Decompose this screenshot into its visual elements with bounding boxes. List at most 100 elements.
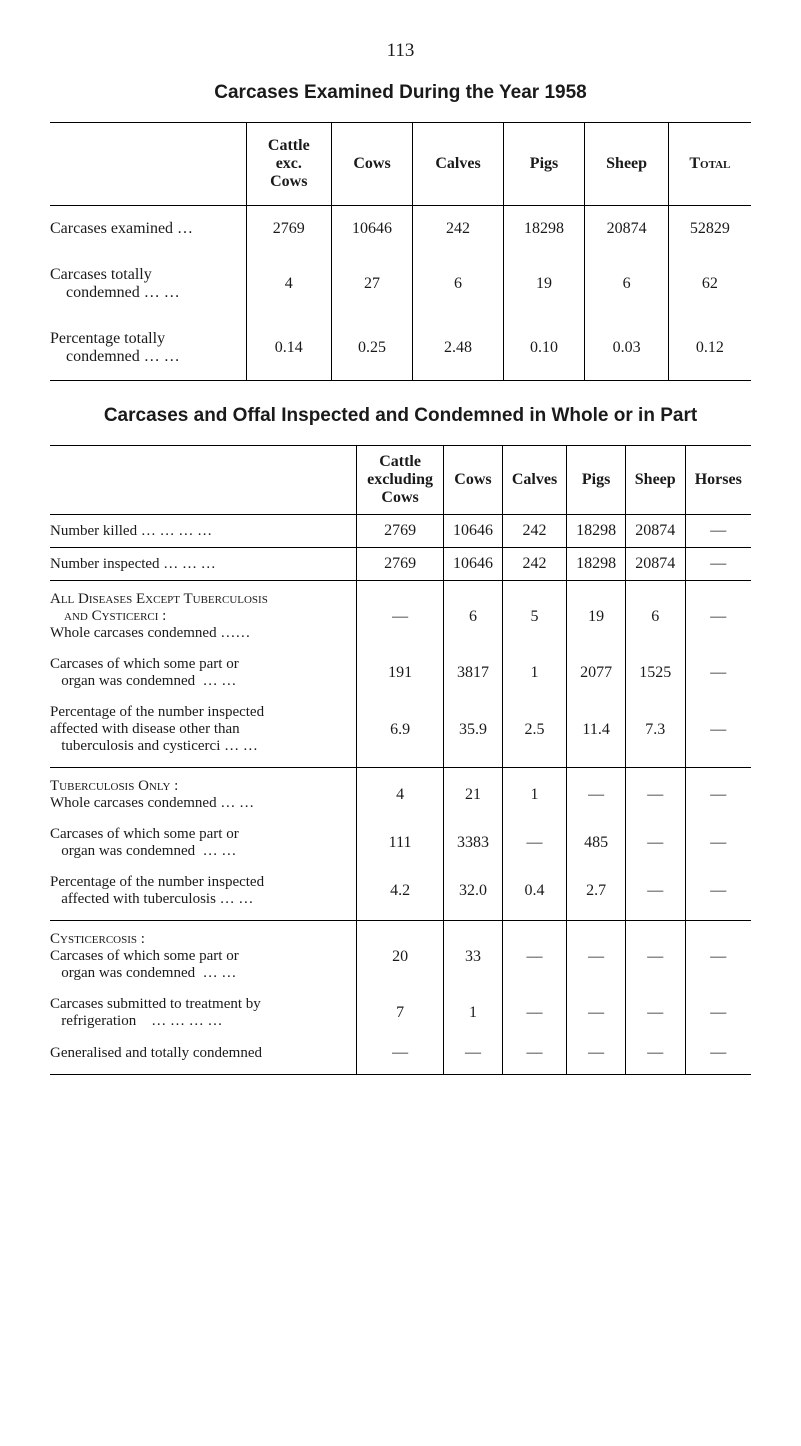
section-heading: Tuberculosis Only : Whole carcases conde… — [50, 768, 357, 820]
row-label: Carcases of which some part or organ was… — [50, 819, 357, 867]
cell: 18298 — [567, 548, 626, 581]
cell: 242 — [502, 548, 567, 581]
cell: 20 — [357, 921, 444, 990]
cell: 3817 — [444, 649, 503, 697]
cell: — — [685, 548, 751, 581]
cell: — — [685, 867, 751, 921]
cell: — — [685, 697, 751, 768]
cell: 4 — [357, 768, 444, 820]
cell: 2.48 — [413, 316, 503, 381]
col-header: Pigs — [503, 123, 585, 206]
col-header: Cattleexc.Cows — [247, 123, 332, 206]
cell: 19 — [567, 581, 626, 650]
cell: — — [625, 819, 685, 867]
cell: — — [625, 867, 685, 921]
cell: 6.9 — [357, 697, 444, 768]
cell: 10646 — [444, 548, 503, 581]
cell: 242 — [413, 206, 503, 253]
row-label: Carcases submitted to treatment by refri… — [50, 989, 357, 1037]
table-carcases-examined: Cattleexc.Cows Cows Calves Pigs Sheep To… — [50, 122, 751, 381]
cell: 10646 — [331, 206, 413, 253]
cell: — — [625, 768, 685, 820]
cell: 18298 — [503, 206, 585, 253]
cell: — — [502, 989, 567, 1037]
cell: 21 — [444, 768, 503, 820]
cell: — — [567, 989, 626, 1037]
table2-title: Carcases and Offal Inspected and Condemn… — [50, 405, 751, 427]
col-header: CattleexcludingCows — [357, 446, 444, 515]
cell: — — [625, 1037, 685, 1075]
cell: 1 — [502, 649, 567, 697]
cell: 52829 — [668, 206, 751, 253]
cell: 2769 — [247, 206, 332, 253]
cell: 1 — [502, 768, 567, 820]
cell: — — [625, 989, 685, 1037]
cell: — — [625, 921, 685, 990]
cell: — — [685, 515, 751, 548]
cell: 1 — [444, 989, 503, 1037]
cell: 11.4 — [567, 697, 626, 768]
row-label: Percentage totally condemned … … — [50, 316, 247, 381]
cell: 18298 — [567, 515, 626, 548]
cell: — — [685, 989, 751, 1037]
cell: 7 — [357, 989, 444, 1037]
cell: — — [444, 1037, 503, 1075]
section-heading: Cysticercosis : Carcases of which some p… — [50, 921, 357, 990]
cell: 27 — [331, 252, 413, 316]
col-header: Sheep — [585, 123, 668, 206]
table1-title: Carcases Examined During the Year 1958 — [50, 82, 751, 104]
cell: 2769 — [357, 548, 444, 581]
cell: 0.12 — [668, 316, 751, 381]
cell: — — [685, 921, 751, 990]
cell: 35.9 — [444, 697, 503, 768]
cell: 191 — [357, 649, 444, 697]
cell: 242 — [502, 515, 567, 548]
cell: — — [685, 581, 751, 650]
cell: 1525 — [625, 649, 685, 697]
cell: 6 — [444, 581, 503, 650]
col-header: Calves — [413, 123, 503, 206]
cell: 2.5 — [502, 697, 567, 768]
cell: 2077 — [567, 649, 626, 697]
cell: — — [567, 921, 626, 990]
cell: 5 — [502, 581, 567, 650]
cell: 20874 — [585, 206, 668, 253]
col-header: Cows — [331, 123, 413, 206]
cell: 19 — [503, 252, 585, 316]
cell: 6 — [625, 581, 685, 650]
cell: 4 — [247, 252, 332, 316]
cell: 20874 — [625, 548, 685, 581]
cell: 33 — [444, 921, 503, 990]
cell: 6 — [585, 252, 668, 316]
cell: 485 — [567, 819, 626, 867]
cell: 62 — [668, 252, 751, 316]
row-label: Carcases examined … — [50, 206, 247, 253]
col-header: Calves — [502, 446, 567, 515]
page-number: 113 — [50, 40, 751, 62]
col-header: Total — [668, 123, 751, 206]
row-label: Number inspected … … … — [50, 548, 357, 581]
cell: 0.14 — [247, 316, 332, 381]
cell: — — [685, 649, 751, 697]
cell: — — [685, 1037, 751, 1075]
cell: — — [357, 1037, 444, 1075]
table-offal-inspected: CattleexcludingCows Cows Calves Pigs She… — [50, 445, 751, 1075]
cell: 0.03 — [585, 316, 668, 381]
col-header: Sheep — [625, 446, 685, 515]
col-header: Pigs — [567, 446, 626, 515]
cell: 32.0 — [444, 867, 503, 921]
cell: — — [357, 581, 444, 650]
cell: — — [685, 768, 751, 820]
col-header: Horses — [685, 446, 751, 515]
cell: 111 — [357, 819, 444, 867]
cell: 0.25 — [331, 316, 413, 381]
cell: — — [502, 1037, 567, 1075]
cell: 0.4 — [502, 867, 567, 921]
row-label: Percentage of the number inspectedaffect… — [50, 697, 357, 768]
cell: — — [502, 819, 567, 867]
row-label: Carcases of which some part or organ was… — [50, 649, 357, 697]
cell: 6 — [413, 252, 503, 316]
cell: 2.7 — [567, 867, 626, 921]
cell: 4.2 — [357, 867, 444, 921]
cell: — — [502, 921, 567, 990]
